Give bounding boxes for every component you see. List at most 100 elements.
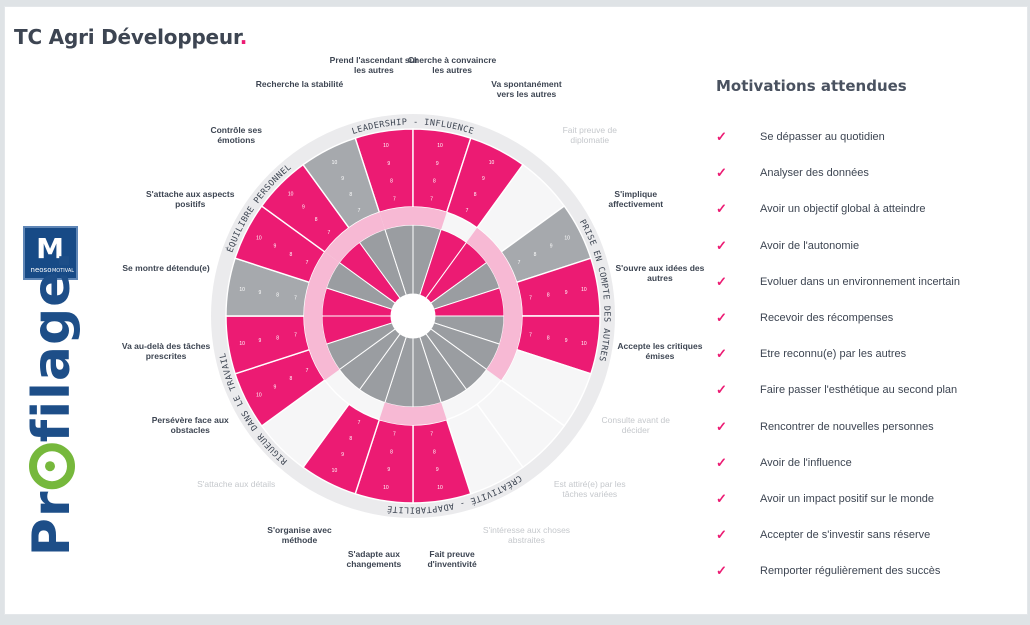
scale-tick: 8 xyxy=(433,179,436,185)
scale-tick: 9 xyxy=(274,244,277,250)
dimension-label: Consulte avant de décider xyxy=(601,415,671,436)
scale-tick: 7 xyxy=(294,333,297,339)
dimension-label: Accepte les critiques émises xyxy=(617,341,703,362)
scale-tick: 10 xyxy=(437,485,443,491)
badge-bottom-text: MOTIVAL xyxy=(52,268,74,274)
wheel-center xyxy=(391,294,435,338)
motivation-item: ✓ Avoir un objectif global à atteindre xyxy=(716,201,926,217)
scale-tick: 9 xyxy=(565,290,568,296)
motivation-item: ✓ Se dépasser au quotidien xyxy=(716,129,885,145)
scale-tick: 8 xyxy=(547,293,550,299)
motivation-label: Accepter de s'investir sans réserve xyxy=(760,529,931,542)
scale-tick: 10 xyxy=(239,341,245,347)
motivation-label: Rencontrer de nouvelles personnes xyxy=(760,420,934,433)
motivation-item: ✓ Recevoir des récompenses xyxy=(716,310,893,326)
motivation-item: ✓ Avoir de l'autonomie xyxy=(716,238,859,254)
check-icon: ✓ xyxy=(716,201,727,217)
neoso-motival-logo: M neoso MOTIVAL xyxy=(23,226,78,280)
check-icon: ✓ xyxy=(716,165,727,181)
dimension-label: S'adapte aux changements xyxy=(346,548,402,569)
scale-tick: 7 xyxy=(358,208,361,214)
scale-tick: 7 xyxy=(430,432,433,438)
scale-tick: 9 xyxy=(436,161,439,167)
scale-tick: 10 xyxy=(332,160,338,166)
middle-ring-arc xyxy=(304,251,340,381)
scale-tick: 10 xyxy=(239,287,245,293)
motivation-label: Remporter régulièrement des succès xyxy=(760,565,941,578)
dimension-label: Est attiré(e) par les tâches variées xyxy=(553,478,626,499)
motivation-label: Faire passer l'esthétique au second plan xyxy=(760,384,958,397)
motivation-label: Avoir un impact positif sur le monde xyxy=(760,493,935,505)
scale-tick: 10 xyxy=(288,192,294,198)
badge-top-text: neoso xyxy=(31,266,52,274)
scale-tick: 10 xyxy=(256,393,262,399)
middle-ring-arc xyxy=(466,227,522,381)
dimension-label: Contrôle ses émotions xyxy=(210,125,262,146)
scale-tick: 8 xyxy=(349,436,352,442)
page-title: TC Agri Développeur. xyxy=(14,25,248,49)
scale-tick: 10 xyxy=(437,143,443,149)
motivation-item: ✓ Avoir de l'influence xyxy=(716,455,852,471)
scale-tick: 10 xyxy=(581,341,587,347)
motivations-title: Motivations attendues xyxy=(716,77,907,95)
scale-tick: 7 xyxy=(529,295,532,301)
dimension-label: S'intéresse aux choses abstraites xyxy=(482,524,571,545)
scale-tick: 9 xyxy=(565,338,568,344)
middle-ring-arc xyxy=(324,212,385,263)
scale-tick: 10 xyxy=(332,468,338,474)
dimension-label: S'implique affectivement xyxy=(608,188,664,209)
motivation-label: Evoluer dans un environnement incertain xyxy=(760,275,960,288)
scale-tick: 8 xyxy=(290,252,293,258)
scale-tick: 7 xyxy=(393,196,396,202)
check-icon: ✓ xyxy=(716,310,727,325)
dimension-label: Persévère face aux obstacles xyxy=(151,415,229,436)
scale-tick: 7 xyxy=(294,295,297,301)
check-icon: ✓ xyxy=(716,129,727,144)
scale-tick: 9 xyxy=(274,384,277,390)
scale-tick: 7 xyxy=(529,333,532,339)
motivation-item: ✓ Accepter de s'investir sans réserve xyxy=(716,527,930,543)
scale-tick: 9 xyxy=(387,161,390,167)
scale-tick: 10 xyxy=(489,160,495,166)
motivation-label: Avoir de l'influence xyxy=(760,456,852,469)
scale-tick: 7 xyxy=(327,230,330,236)
scale-tick: 9 xyxy=(341,452,344,458)
dimension-label: Fait preuve d'inventivité xyxy=(427,548,477,569)
scale-tick: 9 xyxy=(259,290,262,296)
dimension-label: Fait preuve de diplomatie xyxy=(562,125,617,146)
check-icon: ✓ xyxy=(716,454,727,470)
scale-tick: 8 xyxy=(547,335,550,341)
scale-tick: 7 xyxy=(430,196,433,202)
motivation-item: ✓ Faire passer l'esthétique au second pla… xyxy=(716,382,957,398)
scale-tick: 7 xyxy=(306,368,309,374)
motivation-label: Recevoir des récompenses xyxy=(760,312,894,324)
scale-tick: 9 xyxy=(482,176,485,182)
scale-tick: 9 xyxy=(302,204,305,210)
dimension-label: Va au-delà des tâches prescrites xyxy=(121,341,211,362)
scale-tick: 8 xyxy=(433,449,436,455)
dimension-label: Se montre détendu(e) xyxy=(122,262,210,273)
scale-tick: 10 xyxy=(564,235,570,241)
scale-tick: 8 xyxy=(349,192,352,198)
motivation-item: ✓ Avoir un impact positif sur le monde xyxy=(716,491,934,507)
scale-tick: 8 xyxy=(276,335,279,341)
scale-tick: 7 xyxy=(393,432,396,438)
check-icon: ✓ xyxy=(716,563,727,579)
motivation-item: ✓ Etre reconnu(e) par les autres xyxy=(716,346,906,362)
dimension-label: Prend l'ascendant sur les autres xyxy=(329,55,419,76)
motivation-label: Etre reconnu(e) par les autres xyxy=(760,348,907,361)
dimension-label: Va spontanément vers les autres xyxy=(491,79,562,100)
motivation-label: Avoir un objectif global à atteindre xyxy=(760,203,926,216)
middle-ring-arc xyxy=(379,206,447,230)
scale-tick: 10 xyxy=(383,485,389,491)
scale-tick: 8 xyxy=(315,217,318,223)
dimension-label: S'organise avec méthode xyxy=(267,524,332,545)
motivation-item: ✓ Evoluer dans un environnement incertain xyxy=(716,274,960,290)
scale-tick: 8 xyxy=(390,449,393,455)
scale-tick: 8 xyxy=(276,293,279,299)
dimension-label: S'ouvre aux idées des autres xyxy=(615,262,705,283)
motivation-item: ✓ Analyser des données xyxy=(716,165,869,181)
dimension-label: S'attache aux détails xyxy=(197,478,276,489)
scale-tick: 9 xyxy=(259,338,262,344)
